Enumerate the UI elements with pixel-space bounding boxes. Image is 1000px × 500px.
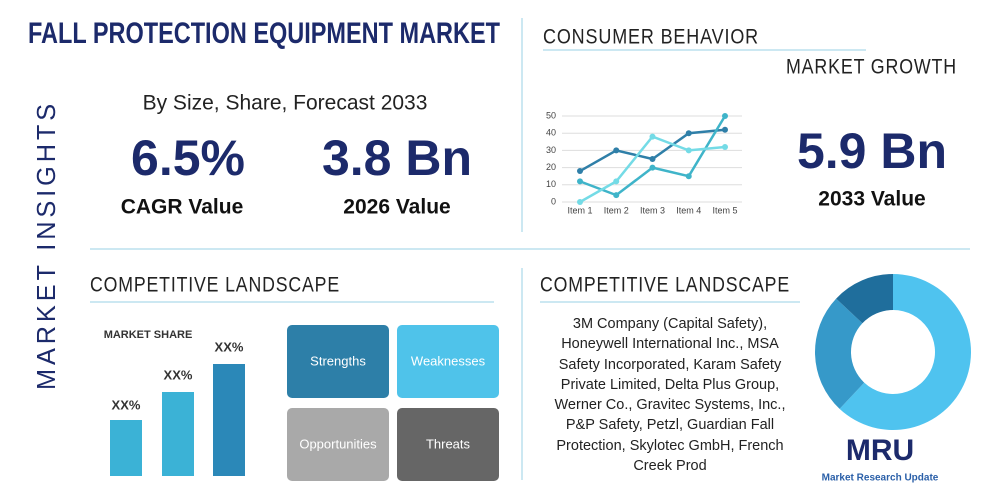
chart-label: MARKET SHARE [104,329,193,341]
swot-box [397,408,499,481]
point [649,164,656,171]
bar-label: XX% [112,397,141,412]
point [722,143,728,150]
logo-mark: MRU [846,434,914,467]
x-tick-label: Item 3 [640,205,665,215]
y-tick-label: 10 [546,179,556,189]
y-tick-label: 50 [546,110,556,120]
bar-label: XX% [215,339,244,354]
point [577,168,583,175]
bar-label: XX% [164,367,193,382]
y-tick-label: 0 [551,196,556,206]
section-title: CONSUMER BEHAVIOR [543,26,759,49]
stat-label: 2033 Value [818,188,925,211]
swot-box [397,325,499,398]
section-subtitle: MARKET GROWTH [786,56,957,79]
stat-value: 3.8 Bn [322,130,472,186]
donut-segment [836,274,893,324]
swot-box [287,325,389,398]
point [649,156,656,162]
x-tick-label: Item 2 [604,205,629,215]
subtitle: By Size, Share, Forecast 2033 [143,92,428,115]
x-tick-label: Item 5 [712,205,737,215]
x-tick-label: Item 1 [567,205,592,215]
point [722,113,728,119]
swot-box [287,408,389,481]
bar [213,364,245,476]
swot-label: Strengths [310,353,366,368]
page-title: FALL PROTECTION EQUIPMENT MARKET [28,17,500,50]
point [613,192,620,199]
x-tick-label: Item 4 [676,205,701,215]
section-title: COMPETITIVE LANDSCAPE [90,274,340,297]
swot-label: Threats [426,436,471,451]
donut-segment [815,298,865,409]
point [613,147,620,154]
y-tick-label: 20 [546,162,556,172]
donut-segment [839,274,972,431]
stat-label: CAGR Value [121,196,244,219]
bar [110,420,142,476]
logo-name: Market Research Update [822,473,939,484]
stat-label: 2026 Value [343,196,450,219]
y-tick-label: 40 [546,128,556,138]
point [649,133,656,140]
point [577,178,583,185]
company-list-box: 3M Company (Capital Safety), Honeywell I… [554,316,786,475]
side-label: MARKET INSIGHTS [31,100,61,390]
company-list: 3M Company (Capital Safety), Honeywell I… [554,316,786,475]
section-title: COMPETITIVE LANDSCAPE [540,274,790,297]
point [577,199,583,205]
y-tick-label: 30 [546,145,556,155]
point [722,126,728,133]
bar [162,392,194,476]
stat-value: 6.5% [131,130,245,186]
point [685,147,692,154]
stat-value: 5.9 Bn [797,123,947,179]
swot-label: Opportunities [299,436,377,451]
point [685,130,692,137]
swot-label: Weaknesses [411,353,486,368]
point [685,173,692,180]
point [613,178,620,185]
